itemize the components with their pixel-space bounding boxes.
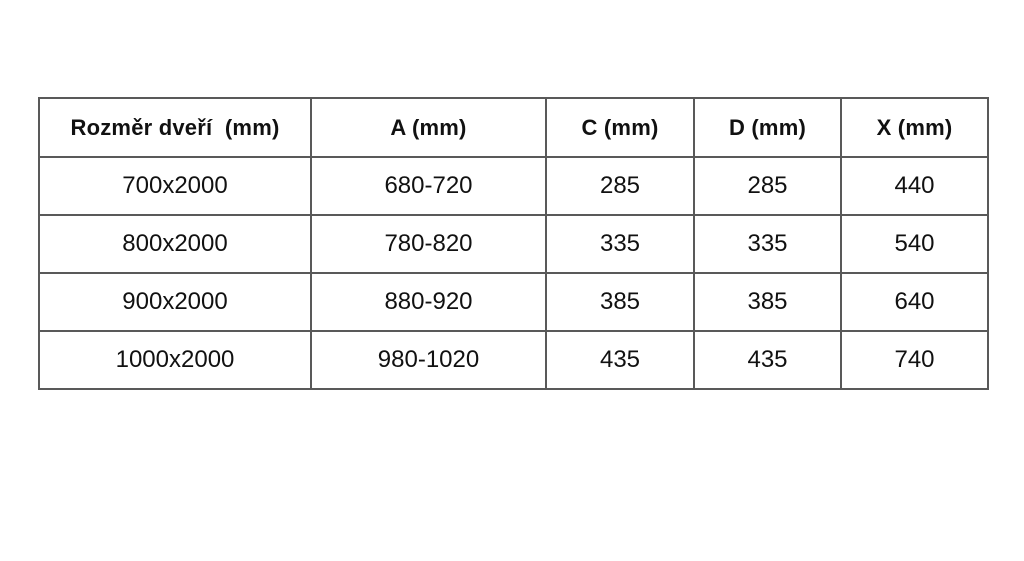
cell-d: 435 [693, 330, 842, 390]
column-header-a: A (mm) [310, 97, 547, 158]
table-row: 800x2000 780-820 335 335 540 [38, 214, 989, 274]
column-header-d: D (mm) [693, 97, 842, 158]
column-header-door-size: Rozměr dveří (mm) [38, 97, 312, 158]
cell-door-size: 800x2000 [38, 214, 312, 274]
cell-x: 440 [840, 156, 989, 216]
cell-x: 740 [840, 330, 989, 390]
column-header-c: C (mm) [545, 97, 695, 158]
table-row: 700x2000 680-720 285 285 440 [38, 156, 989, 216]
cell-c: 385 [545, 272, 695, 332]
table-row: 1000x2000 980-1020 435 435 740 [38, 330, 989, 390]
cell-d: 285 [693, 156, 842, 216]
cell-c: 285 [545, 156, 695, 216]
cell-door-size: 700x2000 [38, 156, 312, 216]
door-dimensions-table: Rozměr dveří (mm) A (mm) C (mm) D (mm) X… [38, 97, 989, 390]
table-header-row: Rozměr dveří (mm) A (mm) C (mm) D (mm) X… [38, 97, 989, 158]
cell-c: 435 [545, 330, 695, 390]
cell-d: 335 [693, 214, 842, 274]
cell-a: 680-720 [310, 156, 547, 216]
cell-x: 540 [840, 214, 989, 274]
cell-door-size: 1000x2000 [38, 330, 312, 390]
cell-a: 880-920 [310, 272, 547, 332]
cell-x: 640 [840, 272, 989, 332]
cell-door-size: 900x2000 [38, 272, 312, 332]
cell-c: 335 [545, 214, 695, 274]
cell-a: 780-820 [310, 214, 547, 274]
cell-a: 980-1020 [310, 330, 547, 390]
dimensions-table: Rozměr dveří (mm) A (mm) C (mm) D (mm) X… [38, 97, 989, 390]
table-row: 900x2000 880-920 385 385 640 [38, 272, 989, 332]
cell-d: 385 [693, 272, 842, 332]
column-header-x: X (mm) [840, 97, 989, 158]
